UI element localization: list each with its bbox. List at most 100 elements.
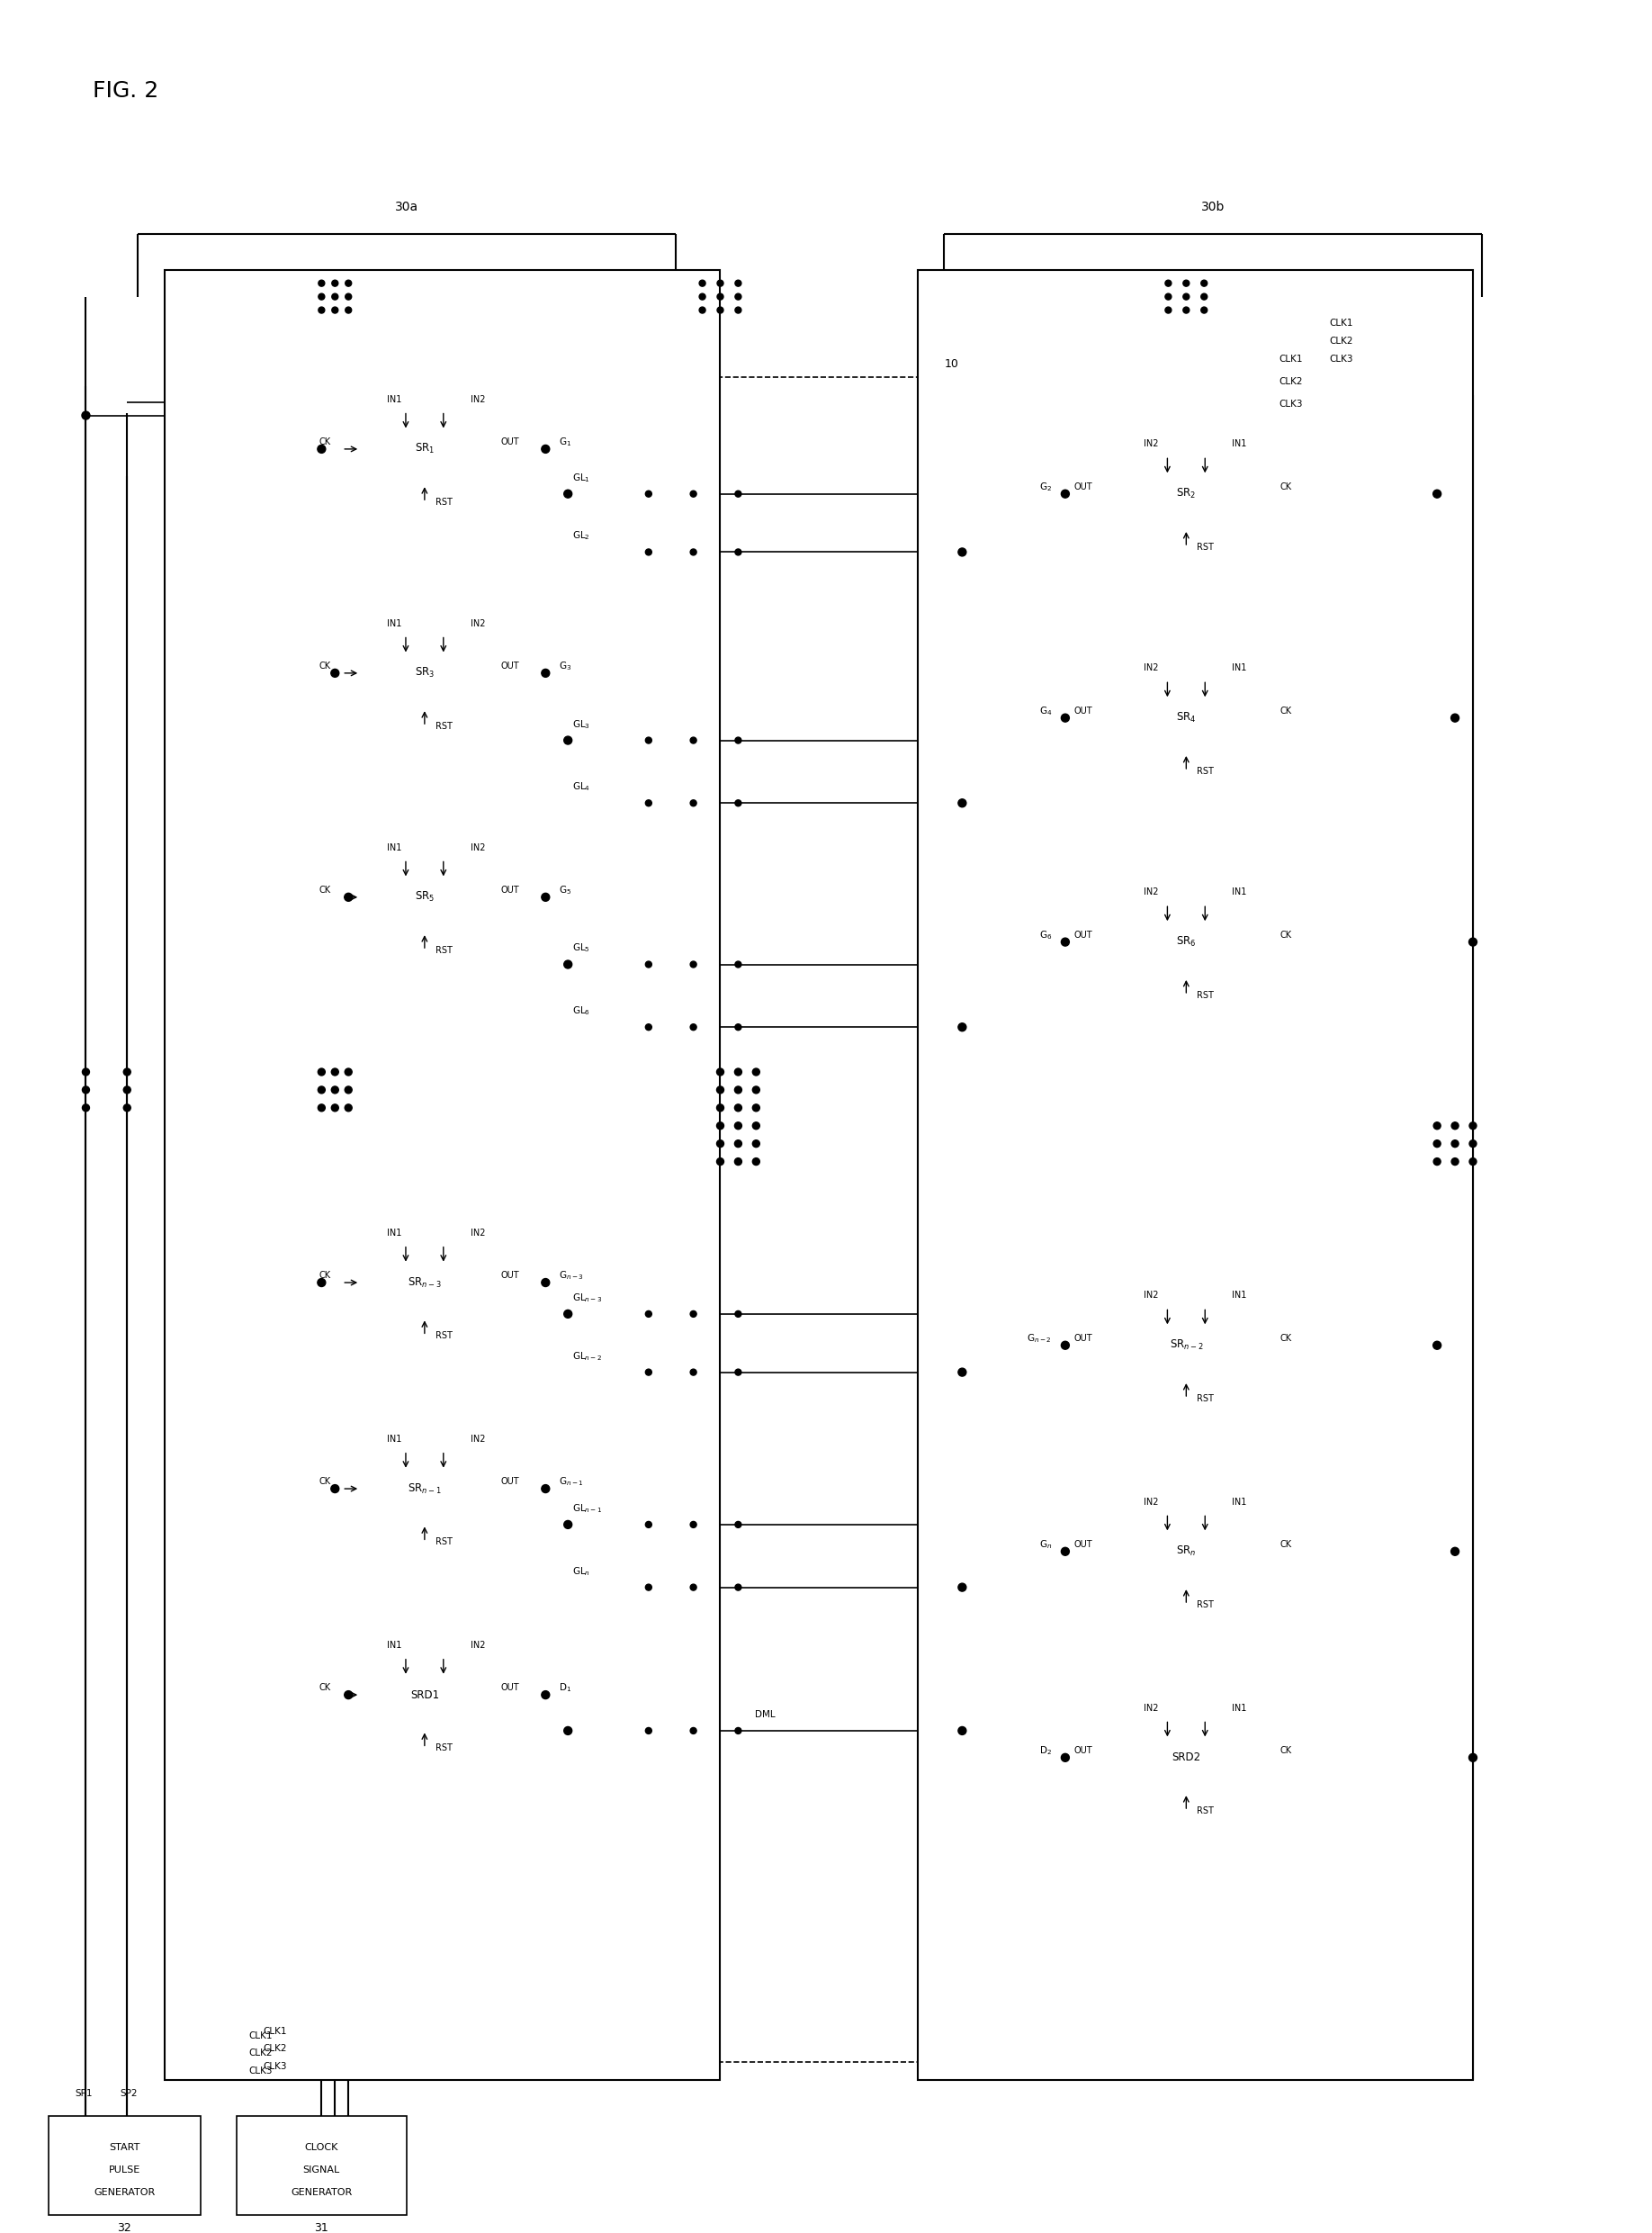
Circle shape: [735, 1067, 742, 1076]
Text: IN1: IN1: [387, 395, 401, 404]
Text: IN2: IN2: [1143, 1291, 1158, 1300]
Text: GENERATOR: GENERATOR: [291, 2188, 352, 2197]
Text: GL$_2$: GL$_2$: [573, 529, 590, 543]
Text: DML: DML: [755, 1710, 775, 1719]
Text: CK: CK: [319, 661, 330, 670]
Text: IN2: IN2: [471, 619, 486, 627]
Circle shape: [646, 1369, 653, 1376]
Text: IN1: IN1: [387, 842, 401, 853]
Circle shape: [345, 279, 352, 286]
Text: OUT: OUT: [501, 438, 519, 447]
Circle shape: [330, 670, 339, 677]
Circle shape: [1450, 715, 1459, 721]
Circle shape: [735, 549, 742, 556]
Circle shape: [735, 293, 742, 299]
Text: RST: RST: [436, 498, 453, 507]
Circle shape: [332, 1067, 339, 1076]
Text: RST: RST: [436, 721, 453, 730]
Circle shape: [691, 1583, 697, 1590]
Circle shape: [735, 1085, 742, 1094]
Text: GL$_n$: GL$_n$: [573, 1565, 590, 1576]
Bar: [558, 377, 971, 2063]
Circle shape: [317, 1280, 325, 1286]
Circle shape: [646, 737, 653, 744]
Text: OUT: OUT: [501, 661, 519, 670]
Text: IN2: IN2: [1143, 440, 1158, 449]
Circle shape: [83, 1067, 89, 1076]
Text: SP2: SP2: [121, 2090, 137, 2099]
Circle shape: [646, 1025, 653, 1029]
Circle shape: [735, 1105, 742, 1112]
Circle shape: [124, 1105, 131, 1112]
Circle shape: [958, 1369, 966, 1376]
Text: IN1: IN1: [387, 1228, 401, 1237]
Text: IN1: IN1: [1232, 889, 1247, 898]
Text: CK: CK: [1280, 1746, 1292, 1755]
Text: GL$_6$: GL$_6$: [573, 1005, 590, 1018]
Circle shape: [563, 960, 572, 969]
Circle shape: [717, 293, 724, 299]
Circle shape: [332, 1105, 339, 1112]
Text: CLK2: CLK2: [1279, 377, 1303, 386]
Bar: [1123, 1724, 1249, 1791]
Circle shape: [319, 279, 325, 286]
Bar: [1123, 460, 1249, 527]
Circle shape: [717, 1123, 724, 1130]
Text: G$_6$: G$_6$: [1039, 929, 1052, 940]
Text: 30b: 30b: [1201, 201, 1224, 214]
Text: IN2: IN2: [471, 1434, 486, 1443]
Text: RST: RST: [1198, 1601, 1214, 1610]
Text: G$_{n-3}$: G$_{n-3}$: [558, 1268, 583, 1282]
Circle shape: [1450, 1547, 1459, 1556]
Text: GL$_5$: GL$_5$: [573, 942, 590, 953]
Text: GL$_{n-3}$: GL$_{n-3}$: [573, 1291, 603, 1304]
Text: G$_n$: G$_n$: [1039, 1539, 1052, 1550]
Circle shape: [317, 1085, 325, 1094]
Text: IN1: IN1: [387, 619, 401, 627]
Circle shape: [753, 1141, 760, 1148]
Circle shape: [753, 1105, 760, 1112]
Circle shape: [83, 411, 89, 420]
Text: OUT: OUT: [1074, 1333, 1092, 1342]
Circle shape: [1469, 938, 1477, 947]
Circle shape: [1469, 1753, 1477, 1762]
Circle shape: [735, 1728, 742, 1733]
Circle shape: [1061, 489, 1069, 498]
Text: G$_{n-2}$: G$_{n-2}$: [1028, 1331, 1052, 1344]
Circle shape: [717, 1159, 724, 1166]
Circle shape: [646, 1521, 653, 1527]
Text: CK: CK: [1280, 1333, 1292, 1342]
Circle shape: [753, 1123, 760, 1130]
Text: OUT: OUT: [501, 1684, 519, 1693]
Circle shape: [1452, 1141, 1459, 1148]
Bar: [362, 1248, 487, 1315]
Circle shape: [691, 1521, 697, 1527]
Circle shape: [1061, 938, 1069, 947]
Text: IN1: IN1: [1232, 1291, 1247, 1300]
Circle shape: [317, 444, 325, 453]
Text: OUT: OUT: [1074, 1541, 1092, 1550]
Circle shape: [1201, 293, 1208, 299]
Text: FIG. 2: FIG. 2: [93, 80, 159, 100]
Text: CLOCK: CLOCK: [304, 2144, 339, 2153]
Circle shape: [691, 491, 697, 498]
Circle shape: [699, 293, 705, 299]
Circle shape: [1183, 279, 1189, 286]
Text: START: START: [109, 2144, 140, 2153]
Text: CLK2: CLK2: [248, 2050, 273, 2059]
Text: OUT: OUT: [1074, 931, 1092, 940]
Bar: [48, 2117, 200, 2215]
Text: CLK2: CLK2: [263, 2045, 287, 2054]
Circle shape: [735, 1025, 742, 1029]
Circle shape: [542, 444, 550, 453]
Bar: [165, 270, 720, 2081]
Circle shape: [1452, 1123, 1459, 1130]
Text: RST: RST: [1198, 1393, 1214, 1402]
Circle shape: [717, 1067, 724, 1076]
Text: PULSE: PULSE: [109, 2166, 140, 2175]
Circle shape: [1201, 306, 1208, 313]
Circle shape: [345, 306, 352, 313]
Text: GL$_3$: GL$_3$: [573, 719, 590, 730]
Circle shape: [542, 1280, 550, 1286]
Circle shape: [83, 1105, 89, 1112]
